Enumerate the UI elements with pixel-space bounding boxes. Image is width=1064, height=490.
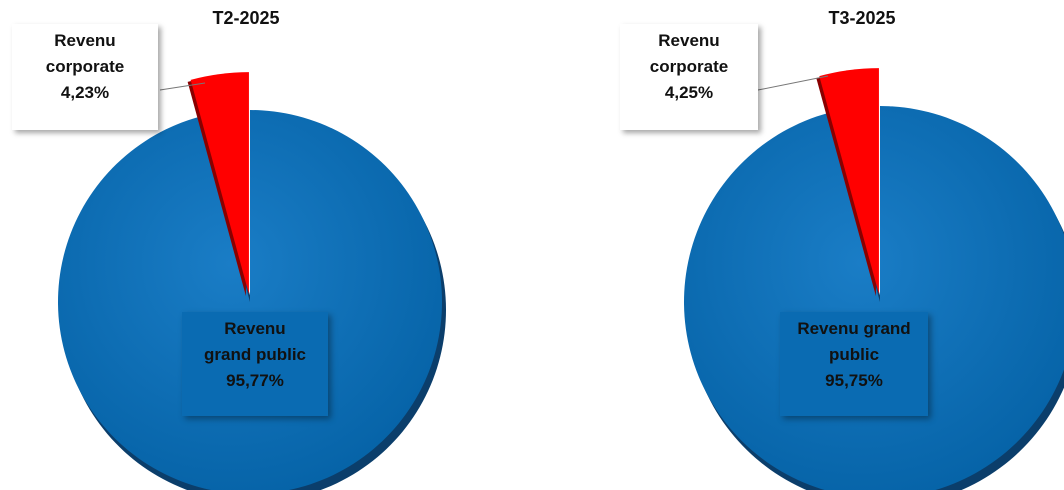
label-corporate-t2-line2: corporate [45,57,125,76]
slice-grand-public [684,106,1064,490]
pie-chart-t3 [684,68,1064,490]
label-public-t2: Revenu grand public 95,77% [182,312,328,416]
label-corporate-t3-line2: corporate [649,57,729,76]
label-corporate-t3: Revenu corporate 4,25% [620,24,758,130]
label-corporate-t2: Revenu corporate 4,23% [12,24,158,130]
slice-corporate [819,68,879,295]
leader-line [159,82,206,91]
label-public-t3: Revenu grand public 95,75% [780,312,928,416]
chart-title-t3: T3-2025 [828,8,896,28]
chart-title-t2: T2-2025 [212,8,280,28]
slice-grand-public [58,110,442,490]
label-corporate-t3-line1: Revenu [658,31,720,50]
label-public-t3-value: 95,75% [825,371,883,390]
leader-line [757,75,829,91]
label-public-t3-line1: Revenu grand [797,319,911,338]
label-corporate-t3-value: 4,25% [664,83,714,102]
label-public-t2-line1: Revenu [224,319,286,338]
pie-chart-t2 [58,72,446,490]
label-public-t3-line2: public [828,345,880,364]
slice-corporate [190,72,249,295]
label-public-t2-line2: grand public [204,345,306,364]
label-corporate-t2-value: 4,23% [60,83,110,102]
label-corporate-t2-line1: Revenu [54,31,116,50]
label-public-t2-value: 95,77% [226,371,284,390]
